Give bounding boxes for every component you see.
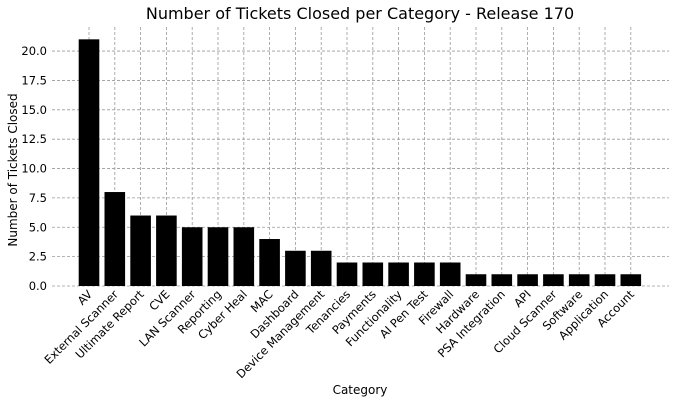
bar (543, 274, 564, 286)
bar (414, 262, 435, 286)
bar (594, 274, 616, 286)
bar (259, 239, 280, 286)
bar (620, 274, 642, 286)
y-axis-ticks: 0.0 2.5 5.0 7.5 10.0 12.5 15.0 17.5 20.0 (21, 44, 47, 293)
y-tick-label: 10.0 (21, 162, 47, 176)
bar (491, 274, 513, 286)
bar (156, 215, 177, 286)
y-tick-label: 5.0 (29, 220, 47, 234)
bar (285, 250, 306, 286)
bar (465, 274, 487, 286)
bar (439, 262, 461, 286)
y-tick-label: 15.0 (21, 103, 47, 117)
y-tick-label: 17.5 (21, 73, 47, 87)
bar (233, 227, 255, 286)
bar (181, 227, 203, 286)
x-axis-label: Category (333, 383, 388, 397)
bar (388, 262, 409, 286)
bar (104, 192, 126, 286)
chart-title: Number of Tickets Closed per Category - … (146, 4, 574, 23)
bar (568, 274, 590, 286)
bar (362, 262, 384, 286)
bar (207, 227, 229, 286)
x-tick-label: AV (75, 287, 96, 308)
y-tick-label: 20.0 (21, 44, 47, 58)
y-tick-label: 2.5 (29, 250, 47, 264)
y-tick-label: 7.5 (29, 191, 47, 205)
bar (130, 215, 151, 286)
bars (78, 39, 642, 287)
bar (336, 262, 358, 286)
bar (517, 274, 538, 286)
y-tick-label: 0.0 (29, 279, 47, 293)
bar (78, 39, 100, 287)
y-axis-label: Number of Tickets Closed (6, 93, 20, 246)
y-tick-label: 12.5 (21, 132, 47, 146)
bar (310, 250, 332, 286)
